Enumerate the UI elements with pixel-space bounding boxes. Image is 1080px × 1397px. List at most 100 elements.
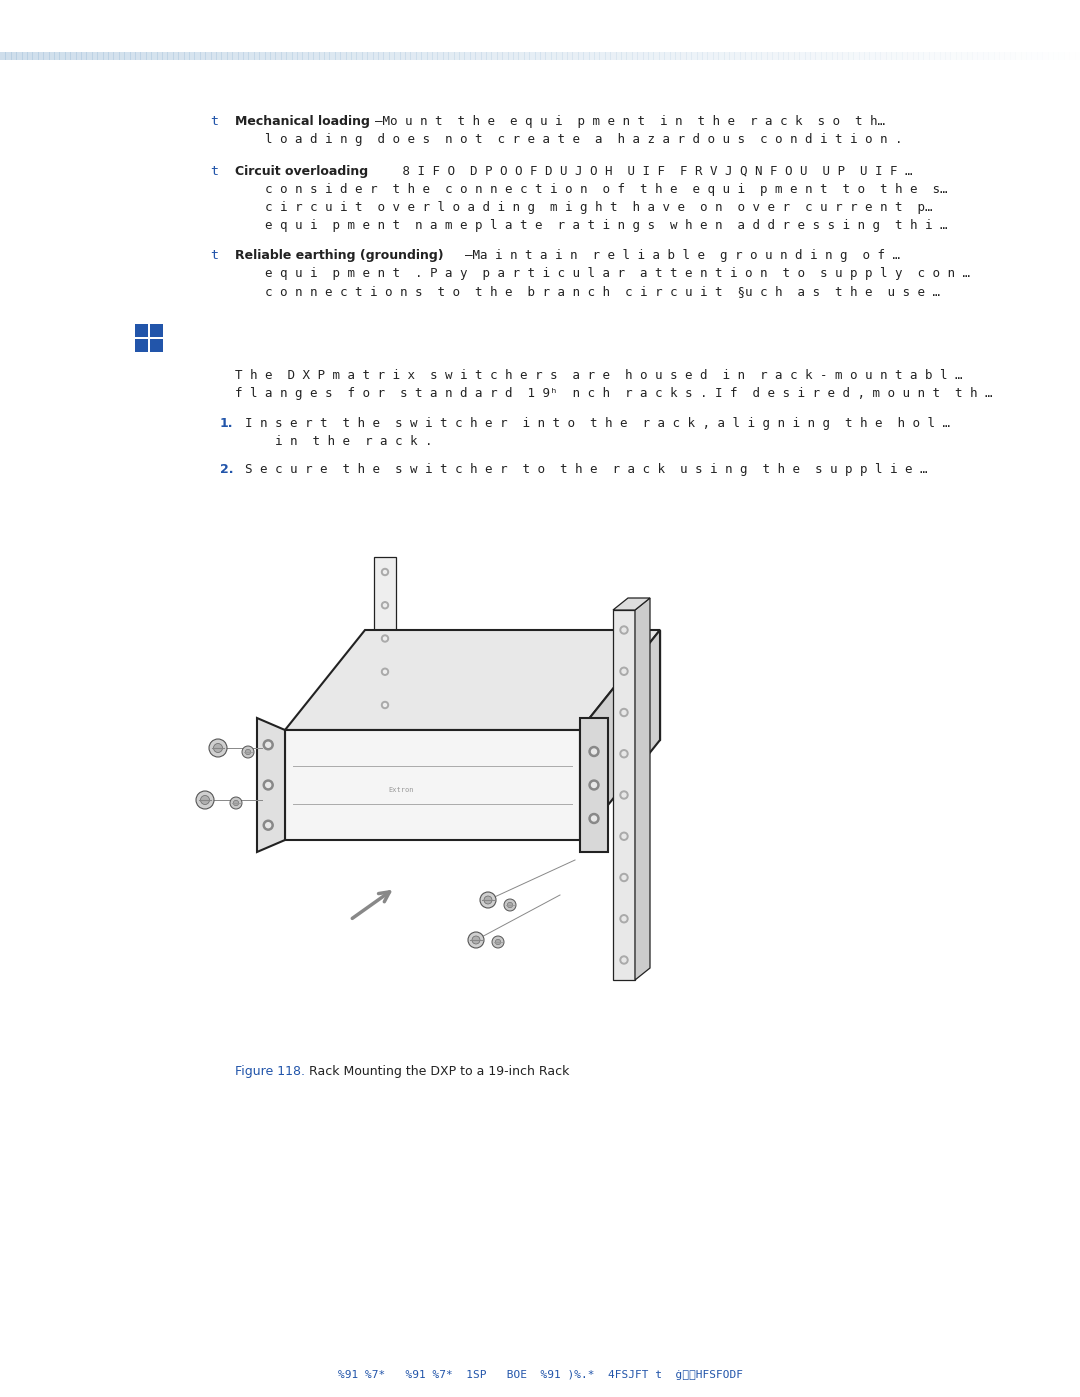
Text: T h e  D X P m a t r i x  s w i t c h e r s  a r e  h o u s e d  i n  r a c k - : T h e D X P m a t r i x s w i t c h e r …: [235, 369, 962, 381]
Bar: [135, 52, 141, 60]
Bar: [150, 324, 163, 337]
Bar: [524, 52, 530, 60]
Bar: [556, 52, 563, 60]
Bar: [1042, 52, 1049, 60]
Bar: [886, 52, 892, 60]
Bar: [756, 52, 762, 60]
Bar: [508, 52, 514, 60]
Bar: [772, 52, 779, 60]
Bar: [443, 52, 449, 60]
Bar: [162, 52, 168, 60]
Text: e q u i  p m e n t  n a m e p l a t e  r a t i n g s  w h e n  a d d r e s s i n: e q u i p m e n t n a m e p l a t e r a …: [235, 219, 947, 232]
Bar: [767, 52, 773, 60]
Bar: [184, 52, 190, 60]
Bar: [535, 52, 541, 60]
Bar: [135, 324, 148, 337]
Bar: [740, 52, 746, 60]
Bar: [983, 52, 989, 60]
Polygon shape: [580, 718, 608, 852]
Bar: [70, 52, 77, 60]
Circle shape: [266, 782, 271, 788]
Circle shape: [230, 798, 242, 809]
Polygon shape: [285, 630, 660, 731]
Bar: [124, 52, 131, 60]
Circle shape: [620, 791, 627, 799]
Bar: [659, 52, 665, 60]
Bar: [869, 52, 876, 60]
Bar: [999, 52, 1005, 60]
Bar: [572, 52, 579, 60]
Bar: [11, 52, 17, 60]
Polygon shape: [635, 598, 650, 981]
Bar: [502, 52, 509, 60]
Bar: [329, 52, 336, 60]
Bar: [0, 52, 6, 60]
Text: c i r c u i t  o v e r l o a d i n g  m i g h t  h a v e  o n  o v e r  c u r r : c i r c u i t o v e r l o a d i n g m i …: [235, 201, 932, 214]
Bar: [22, 52, 28, 60]
Circle shape: [622, 958, 626, 963]
Circle shape: [504, 900, 516, 911]
Bar: [167, 52, 174, 60]
Bar: [356, 52, 363, 60]
Text: e q u i  p m e n t  . P a y  p a r t i c u l a r  a t t e n t i o n  t o  s u p : e q u i p m e n t . P a y p a r t i c u …: [235, 267, 970, 279]
Bar: [794, 52, 800, 60]
Circle shape: [383, 671, 387, 673]
Bar: [578, 52, 584, 60]
Bar: [848, 52, 854, 60]
Bar: [1048, 52, 1054, 60]
Circle shape: [383, 604, 387, 606]
Bar: [815, 52, 822, 60]
Circle shape: [622, 916, 626, 921]
Bar: [211, 52, 217, 60]
Bar: [335, 52, 341, 60]
Circle shape: [508, 902, 513, 908]
Bar: [427, 52, 433, 60]
Circle shape: [622, 876, 626, 880]
Bar: [292, 52, 298, 60]
Bar: [454, 52, 460, 60]
Bar: [826, 52, 833, 60]
Text: f l a n g e s  f o r  s t a n d a r d  1 9ʰ  n c h  r a c k s . I f  d e s i r e: f l a n g e s f o r s t a n d a r d 1 9ʰ…: [235, 387, 993, 400]
Bar: [670, 52, 676, 60]
Bar: [140, 52, 147, 60]
Bar: [783, 52, 789, 60]
Bar: [27, 52, 33, 60]
Bar: [389, 52, 395, 60]
Circle shape: [622, 834, 626, 838]
Bar: [518, 52, 525, 60]
Bar: [243, 52, 249, 60]
Text: 1.: 1.: [220, 416, 233, 430]
Bar: [702, 52, 708, 60]
Bar: [778, 52, 784, 60]
Text: c o n s i d e r  t h e  c o n n e c t i o n  o f  t h e  e q u i  p m e n t  t o: c o n s i d e r t h e c o n n e c t i o …: [235, 183, 947, 196]
Bar: [227, 52, 233, 60]
Circle shape: [266, 742, 271, 747]
Bar: [686, 52, 692, 60]
Bar: [967, 52, 973, 60]
Text: —Mo u n t  t h e  e q u i  p m e n t  i n  t h e  r a c k  s o  t h…: —Mo u n t t h e e q u i p m e n t i n t …: [375, 115, 885, 129]
Bar: [216, 52, 222, 60]
Bar: [540, 52, 546, 60]
Bar: [497, 52, 503, 60]
Bar: [416, 52, 422, 60]
Bar: [405, 52, 411, 60]
Bar: [270, 52, 276, 60]
Bar: [616, 52, 622, 60]
Bar: [859, 52, 865, 60]
Bar: [956, 52, 962, 60]
Bar: [853, 52, 860, 60]
Circle shape: [622, 711, 626, 714]
Bar: [832, 52, 838, 60]
Circle shape: [201, 795, 210, 805]
Bar: [200, 52, 206, 60]
Bar: [448, 52, 455, 60]
Circle shape: [472, 936, 480, 944]
Text: l o a d i n g  d o e s  n o t  c r e a t e  a  h a z a r d o u s  c o n d i t i : l o a d i n g d o e s n o t c r e a t e …: [235, 133, 903, 147]
Bar: [1021, 52, 1027, 60]
Bar: [205, 52, 212, 60]
Bar: [977, 52, 984, 60]
Bar: [929, 52, 935, 60]
Circle shape: [264, 820, 273, 830]
Bar: [875, 52, 881, 60]
Circle shape: [381, 701, 389, 708]
